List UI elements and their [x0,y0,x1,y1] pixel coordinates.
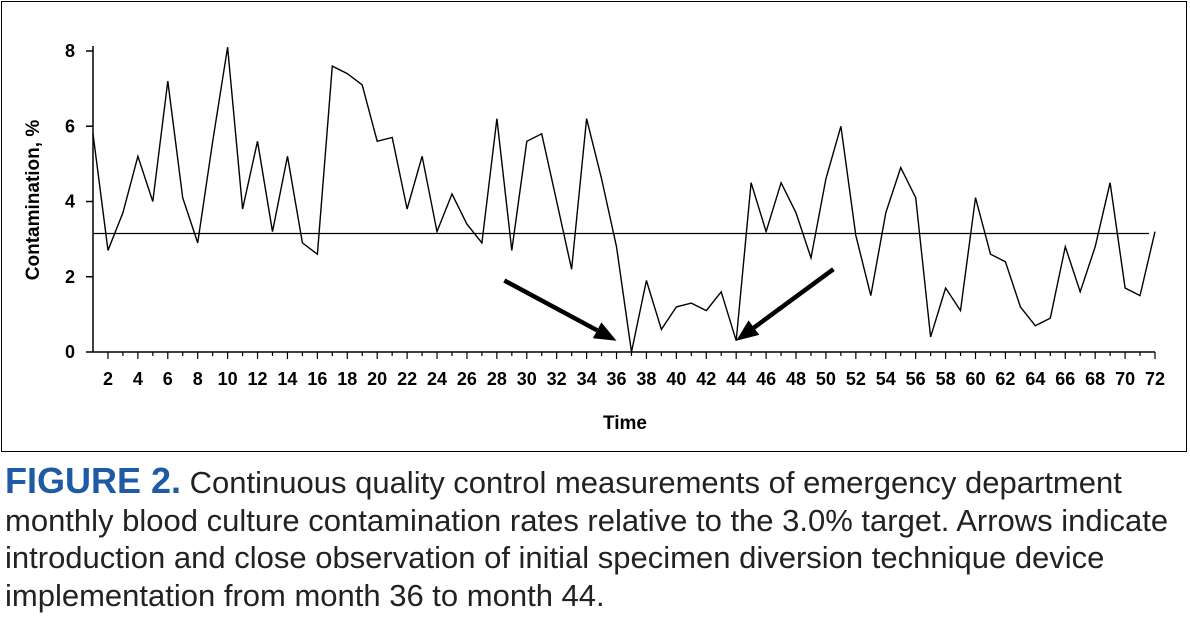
x-tick-label: 44 [726,369,746,389]
contamination-series-line [92,47,1156,353]
annotation-arrow-head [592,322,617,341]
x-tick-label: 28 [487,369,507,389]
x-tick-label: 48 [786,369,806,389]
x-tick-label: 36 [607,369,627,389]
figure-caption: FIGURE 2. Continuous quality control mea… [5,462,1185,614]
x-tick-label: 60 [965,369,985,389]
x-tick-label: 30 [517,369,537,389]
x-tick-label: 24 [427,369,447,389]
y-tick-label: 2 [65,267,75,287]
x-tick-label: 62 [995,369,1015,389]
x-tick-label: 68 [1085,369,1105,389]
annotation-arrow-shaft [503,278,599,333]
series-group [92,47,1156,353]
x-tick-label: 10 [218,369,238,389]
x-tick-label: 40 [666,369,686,389]
x-tick-label: 18 [337,369,357,389]
caption-label: FIGURE 2. [5,460,182,501]
annotation-arrow-head [736,320,760,341]
x-tick-label: 56 [906,369,926,389]
axes [92,46,1155,353]
x-tick-label: 2 [103,369,113,389]
x-tick-label: 20 [367,369,387,389]
x-tick-label: 22 [397,369,417,389]
x-axis-label: Time [603,413,647,434]
caption-text: Continuous quality control measurements … [5,465,1169,613]
x-tick-label: 38 [636,369,656,389]
x-tick-label: 52 [846,369,866,389]
x-tick-label: 70 [1115,369,1135,389]
x-tick-label: 50 [816,369,836,389]
y-tick-label: 0 [65,342,75,362]
x-tick-label: 12 [248,369,268,389]
y-axis-label: Contamination, % [23,120,44,281]
y-tick-label: 6 [65,116,75,136]
annotation-arrow-shaft [752,267,835,330]
figure-frame [1,1,1187,452]
x-tick-label: 64 [1025,369,1045,389]
x-tick-label: 54 [876,369,896,389]
x-tick-label: 32 [547,369,567,389]
x-tick-label: 58 [936,369,956,389]
x-tick-label: 26 [457,369,477,389]
x-tick-label: 42 [696,369,716,389]
y-tick-label: 8 [65,41,75,61]
x-tick-label: 16 [307,369,327,389]
x-tick-label: 14 [277,369,297,389]
x-tick-label: 72 [1145,369,1165,389]
x-tick-label: 8 [193,369,203,389]
x-tick-label: 66 [1055,369,1075,389]
x-tick-label: 6 [163,369,173,389]
annotation-arrows [503,267,835,341]
x-tick-label: 34 [577,369,597,389]
x-tick-label: 4 [133,369,143,389]
y-tick-label: 4 [65,192,75,212]
x-tick-label: 46 [756,369,776,389]
